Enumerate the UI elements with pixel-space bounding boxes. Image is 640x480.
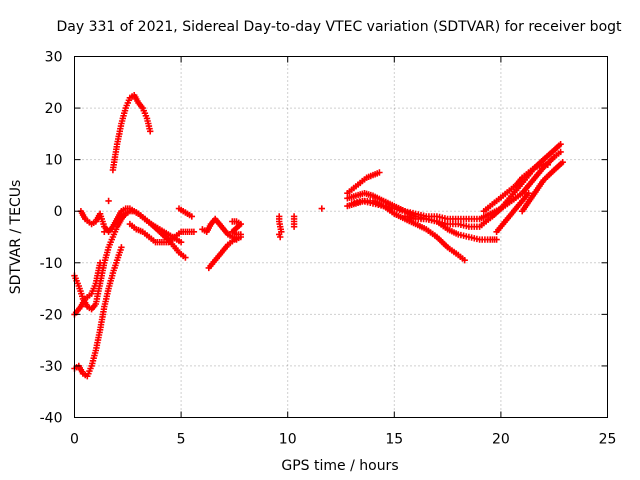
x-tick-label: 5 — [177, 432, 186, 448]
x-tick-label: 10 — [279, 432, 297, 448]
y-tick-label: 10 — [45, 153, 63, 169]
x-axis-label: GPS time / hours — [281, 458, 398, 474]
data-point-markers — [493, 190, 532, 235]
series-s5 — [126, 220, 198, 246]
x-tick-label: 0 — [70, 432, 79, 448]
y-axis-label: SDTVAR / TECUs — [8, 180, 24, 295]
y-tick-label: -40 — [40, 411, 63, 427]
y-tick-label: 30 — [45, 50, 63, 66]
series-s8 — [205, 233, 244, 272]
data-point-markers — [175, 205, 195, 220]
y-tick-labels: 30 20 10 0 -10 -20 -30 -40 — [40, 50, 63, 427]
data-point-markers — [229, 218, 244, 238]
x-tick-label: 15 — [385, 432, 403, 448]
series-s18 — [480, 161, 551, 215]
axis-ticks — [74, 56, 608, 418]
series-s11 — [290, 213, 298, 230]
y-tick-label: 20 — [45, 101, 63, 117]
series-s10 — [276, 213, 285, 241]
series-s19 — [493, 190, 532, 235]
data-point-markers — [290, 213, 298, 230]
y-tick-label: -30 — [40, 359, 63, 375]
series-s12 — [318, 205, 325, 212]
x-tick-label: 20 — [492, 432, 510, 448]
series-s20 — [519, 159, 566, 215]
data-points — [71, 92, 566, 380]
data-point-markers — [205, 233, 244, 272]
data-point-markers — [318, 205, 325, 212]
x-tick-label: 25 — [599, 432, 617, 448]
data-point-markers — [199, 215, 240, 243]
chart-title: Day 331 of 2021, Sidereal Day-to-day VTE… — [56, 19, 622, 35]
y-tick-label: 0 — [54, 204, 63, 220]
series-s16 — [348, 148, 564, 223]
series-s6 — [175, 205, 195, 220]
data-point-markers — [519, 159, 566, 215]
grid-lines — [74, 56, 608, 418]
data-point-markers — [348, 148, 564, 223]
series-s7 — [199, 215, 240, 243]
series-s13 — [344, 169, 383, 197]
data-point-markers — [126, 220, 198, 246]
y-tick-label: -20 — [40, 307, 63, 323]
data-point-markers — [276, 213, 285, 241]
data-point-markers — [344, 169, 383, 197]
series-s9 — [229, 218, 244, 238]
plot-frame — [74, 56, 608, 418]
x-tick-labels: 0 5 10 15 20 25 — [70, 432, 616, 448]
data-point-markers — [480, 161, 551, 215]
y-tick-label: -10 — [40, 256, 63, 272]
